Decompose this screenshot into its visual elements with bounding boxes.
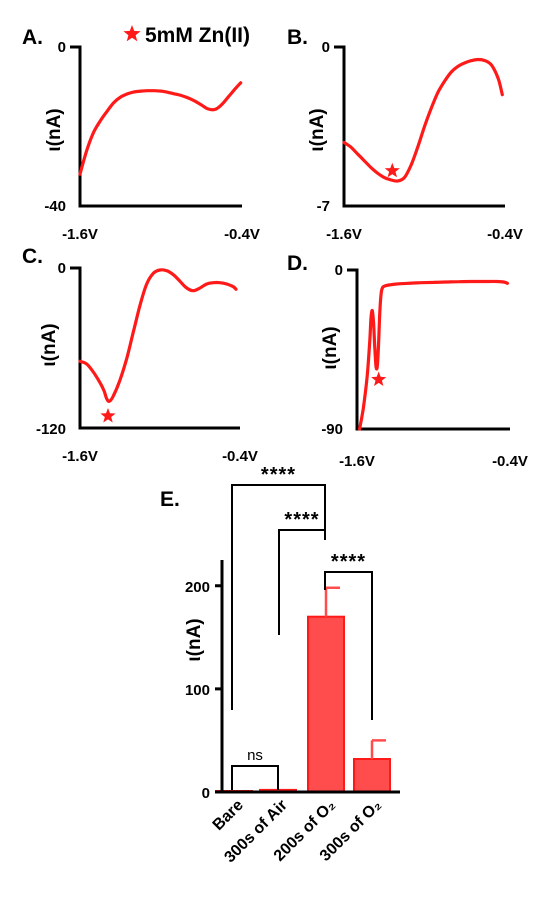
panel-d-axes [347,268,510,431]
panel-a-trace [78,81,243,176]
zn-peak-star-icon [100,408,116,423]
panel-b-trace [342,57,504,183]
panel-a-ylabel: ι(nA) [44,108,65,151]
panel-b-markers [384,162,400,178]
zn-peak-star-icon [384,162,400,178]
legend-label: 5mM Zn(II) [145,24,250,47]
significance-bracket [231,765,279,790]
bar [307,615,345,794]
panel-c-ytick-bottom: -120 [36,421,66,438]
bar [353,758,391,793]
panel-e: E. ι(nA) 0 100 200 **** **** **** ns Bare300s… [160,464,400,866]
panel-d-xtick-right: -0.4V [492,453,528,470]
panel-c-trace [78,268,238,403]
panel-b-xtick-left: -1.6V [326,226,362,243]
panel-b-ylabel: ι(nA) [307,108,328,151]
panel-a-ytick-bottom: -40 [44,198,66,215]
panel-c-xtick-left: -1.6V [62,448,98,465]
error-bar [324,586,340,617]
panel-e-ytick: 0 [202,785,210,802]
panel-c-markers [100,408,116,423]
significance-label: **** [331,551,366,573]
panel-c-label: C. [22,245,43,268]
panel-d-trace [358,279,509,431]
significance-label: **** [284,509,319,531]
panel-e-bars [215,586,391,794]
zn-peak-star-icon [371,371,387,386]
panel-d-ytick-top: 0 [335,262,343,279]
panel-e-yticks: 0 100 200 [185,579,210,802]
panel-b: B. ι(nA) 0 -7 -1.6V -0.4V [287,26,523,243]
panel-d-ylabel: ι(nA) [320,326,341,369]
panel-a-label: A. [22,26,43,49]
significance-bracket [231,484,326,710]
panel-e-axes [215,560,400,794]
significance-label: **** [261,464,296,486]
significance-bracket [278,529,326,635]
panel-d-markers [371,371,387,386]
category-label: Bare [210,797,247,834]
panel-c: C. ι(nA) 0 -120 -1.6V -0.4V [22,245,258,465]
panel-c-ylabel: ι(nA) [39,323,60,366]
error-bar [370,739,386,759]
panel-e-label: E. [160,488,180,511]
panel-e-ytick: 100 [185,682,210,699]
panel-b-ytick-bottom: -7 [317,198,330,215]
panel-d-label: D. [287,252,308,275]
panel-a: A. ι(nA) 0 -40 -1.6V -0.4V [22,26,260,243]
panel-e-ytick: 200 [185,579,210,596]
panel-d-xtick-left: -1.6V [339,453,375,470]
panel-b-ytick-top: 0 [322,39,330,56]
panel-a-xtick-right: -0.4V [224,226,260,243]
panel-c-axes [70,266,240,430]
panel-c-xtick-right: -0.4V [222,448,258,465]
panel-e-ylabel: ι(nA) [184,618,205,661]
panel-b-label: B. [287,26,308,49]
panel-b-axes [334,45,505,208]
panel-c-ytick-top: 0 [58,260,66,277]
panel-d-ytick-bottom: -90 [321,421,343,438]
panel-e-significance: **** **** **** ns [231,464,373,790]
legend: 5mM Zn(II) [123,24,250,47]
panel-b-xtick-right: -0.4V [487,226,523,243]
significance-bracket [324,571,373,720]
panel-a-xtick-left: -1.6V [62,226,98,243]
significance-label: ns [247,747,263,764]
panel-a-ytick-top: 0 [58,39,66,56]
panel-a-axes [70,45,242,208]
star-icon [123,25,141,42]
panel-d: D. ι(nA) 0 -90 -1.6V -0.4V [287,252,528,470]
